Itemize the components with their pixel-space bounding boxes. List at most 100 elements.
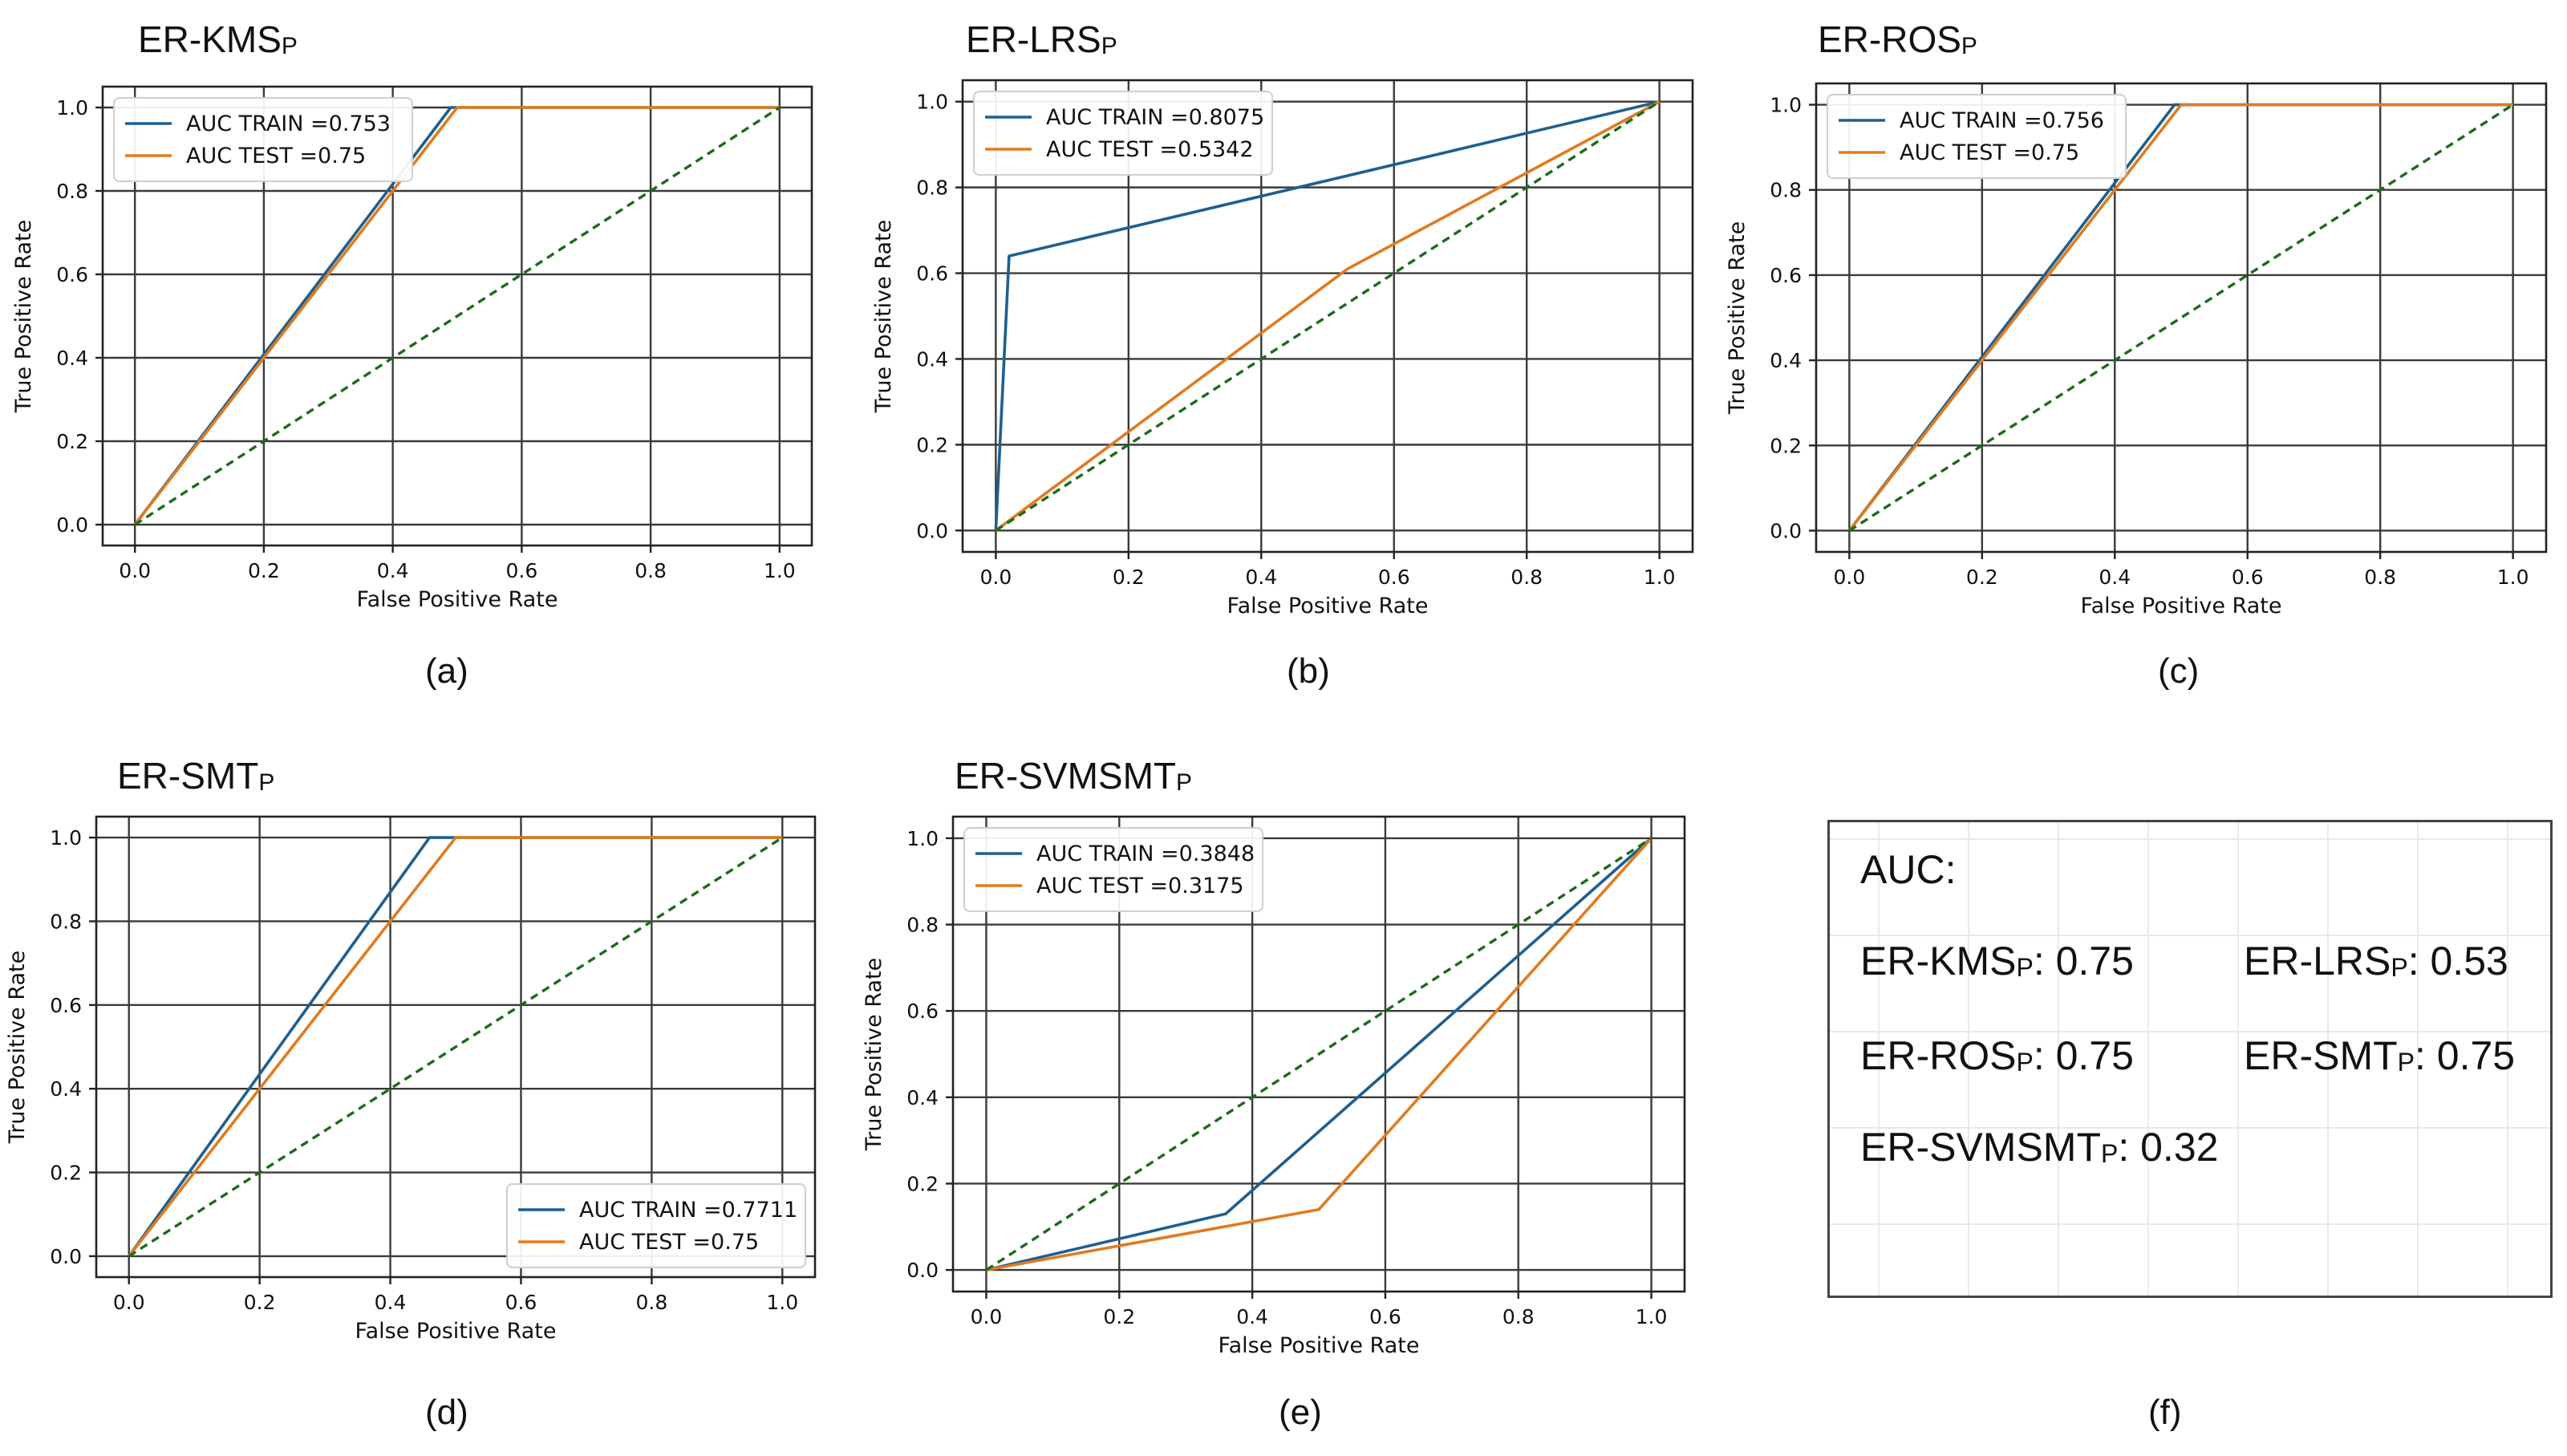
y-tick-label: 0.8 <box>1770 179 1802 202</box>
x-axis-label: False Positive Rate <box>2081 594 2282 618</box>
legend-box <box>973 91 1273 176</box>
legend-entry-label: AUC TRAIN =0.756 <box>1900 108 2104 133</box>
x-tick-label: 1.0 <box>1636 1305 1668 1328</box>
y-tick-label: 0.2 <box>56 430 88 453</box>
plot-frame <box>101 85 813 547</box>
x-tick-label: 0.0 <box>971 1305 1003 1328</box>
panel-label-c: (c) <box>2158 651 2200 691</box>
chart-title-c: ER-ROSP <box>1818 18 1977 60</box>
legend-entry-label: AUC TRAIN =0.3848 <box>1036 842 1255 866</box>
y-tick-label: 1.0 <box>906 827 939 850</box>
x-tick-label: 0.4 <box>377 559 409 582</box>
roc-series-line-1 <box>986 837 1653 1271</box>
x-tick-label: 1.0 <box>2497 566 2529 589</box>
x-tick-label: 0.8 <box>1511 566 1543 589</box>
x-tick-label: 0.4 <box>1245 566 1277 589</box>
auc-summary-box: AUC: ER-KMSP: 0.75 ER-LRSP: 0.53 ER-ROSP… <box>1827 820 2553 1298</box>
y-tick-label: 0.6 <box>1770 264 1802 287</box>
legend-entry-label: AUC TEST =0.75 <box>579 1230 759 1255</box>
x-tick-label: 1.0 <box>764 559 796 582</box>
y-tick-label: 0.6 <box>916 262 948 286</box>
y-tick-label: 0.4 <box>50 1077 82 1101</box>
legend-entry-label: AUC TRAIN =0.753 <box>186 112 391 136</box>
x-tick-label: 0.0 <box>113 1291 145 1314</box>
chance-diagonal-line <box>985 837 1653 1271</box>
summary-entry-kms: ER-KMSP: 0.75 <box>1860 939 2134 984</box>
summary-entry-ros: ER-ROSP: 0.75 <box>1860 1033 2134 1078</box>
x-tick-label: 0.2 <box>1113 566 1145 589</box>
x-tick-label: 0.6 <box>505 559 537 582</box>
y-tick-label: 0.8 <box>50 910 82 933</box>
y-tick-label: 1.0 <box>916 91 948 114</box>
legend-box <box>963 827 1263 912</box>
y-axis-label: True Positive Rate <box>871 220 896 414</box>
x-tick-label: 0.6 <box>1378 566 1410 589</box>
summary-entry-svmsmt: ER-SVMSMTP: 0.32 <box>1860 1125 2219 1170</box>
roc-series-line-0 <box>994 99 1661 531</box>
chart-title-b: ER-LRSP <box>966 18 1117 60</box>
y-tick-label: 0.2 <box>50 1162 82 1185</box>
panel-label-f: (f) <box>2148 1393 2182 1432</box>
y-axis-label: True Positive Rate <box>11 220 36 414</box>
x-tick-label: 0.4 <box>2099 566 2131 589</box>
x-tick-label: 0.6 <box>2232 566 2264 589</box>
roc-series-line-1 <box>1847 103 2513 532</box>
x-tick-label: 0.4 <box>375 1291 407 1314</box>
legend-box <box>113 97 413 182</box>
y-axis-label: True Positive Rate <box>1725 221 1750 416</box>
legend-entry-label: AUC TEST =0.75 <box>186 144 366 168</box>
panel-label-b: (b) <box>1287 651 1330 691</box>
x-tick-label: 0.8 <box>2364 566 2396 589</box>
y-tick-label: 0.4 <box>56 347 88 370</box>
legend-entry-label: AUC TEST =0.3175 <box>1036 874 1244 898</box>
x-axis-label: False Positive Rate <box>357 587 558 612</box>
x-tick-label: 0.2 <box>248 559 280 582</box>
x-tick-label: 0.0 <box>1833 566 1865 589</box>
x-axis-label: False Positive Rate <box>1227 594 1429 618</box>
y-axis-label: True Positive Rate <box>862 958 886 1152</box>
y-tick-label: 0.2 <box>906 1172 939 1195</box>
x-tick-label: 0.0 <box>979 566 1012 589</box>
plot-frame <box>95 815 817 1279</box>
y-tick-label: 1.0 <box>56 96 88 120</box>
x-axis-label: False Positive Rate <box>1219 1333 1420 1358</box>
legend-box <box>506 1183 806 1268</box>
chance-diagonal-line <box>128 836 784 1258</box>
chance-diagonal-line <box>1848 103 2514 532</box>
y-tick-label: 0.8 <box>56 180 88 203</box>
y-tick-label: 0.6 <box>56 263 88 286</box>
roc-series-line-1 <box>995 100 1661 532</box>
legend-entry-label: AUC TRAIN =0.7711 <box>579 1198 797 1223</box>
chance-diagonal-line <box>995 100 1661 532</box>
x-tick-label: 1.0 <box>1644 566 1676 589</box>
chart-title-a: ER-KMSP <box>138 18 298 60</box>
y-tick-label: 1.0 <box>1770 94 1802 117</box>
legend-entry-label: AUC TEST =0.5342 <box>1046 137 1254 162</box>
x-tick-label: 0.8 <box>635 559 667 582</box>
y-tick-label: 0.8 <box>906 914 939 937</box>
x-tick-label: 1.0 <box>766 1291 798 1314</box>
roc-series-line-1 <box>128 836 783 1258</box>
legend-box <box>1827 94 2127 179</box>
summary-entry-lrs: ER-LRSP: 0.53 <box>2244 939 2508 984</box>
plot-frame <box>1815 82 2548 554</box>
x-tick-label: 0.2 <box>1966 566 1998 589</box>
y-tick-label: 0.6 <box>50 994 82 1017</box>
panel-label-a: (a) <box>425 651 468 691</box>
y-axis-label: True Positive Rate <box>5 951 30 1145</box>
x-tick-label: 0.4 <box>1236 1305 1268 1328</box>
y-tick-label: 0.0 <box>906 1259 939 1282</box>
x-tick-label: 0.8 <box>635 1291 667 1314</box>
roc-series-line-1 <box>133 106 780 526</box>
y-tick-label: 1.0 <box>50 826 82 850</box>
y-tick-label: 0.0 <box>916 519 948 542</box>
y-tick-label: 0.2 <box>1770 434 1802 457</box>
x-tick-label: 0.8 <box>1502 1305 1535 1328</box>
x-tick-label: 0.6 <box>1369 1305 1401 1328</box>
chart-title-e: ER-SVMSMTP <box>955 755 1193 797</box>
legend-entry-label: AUC TRAIN =0.8075 <box>1046 105 1264 130</box>
